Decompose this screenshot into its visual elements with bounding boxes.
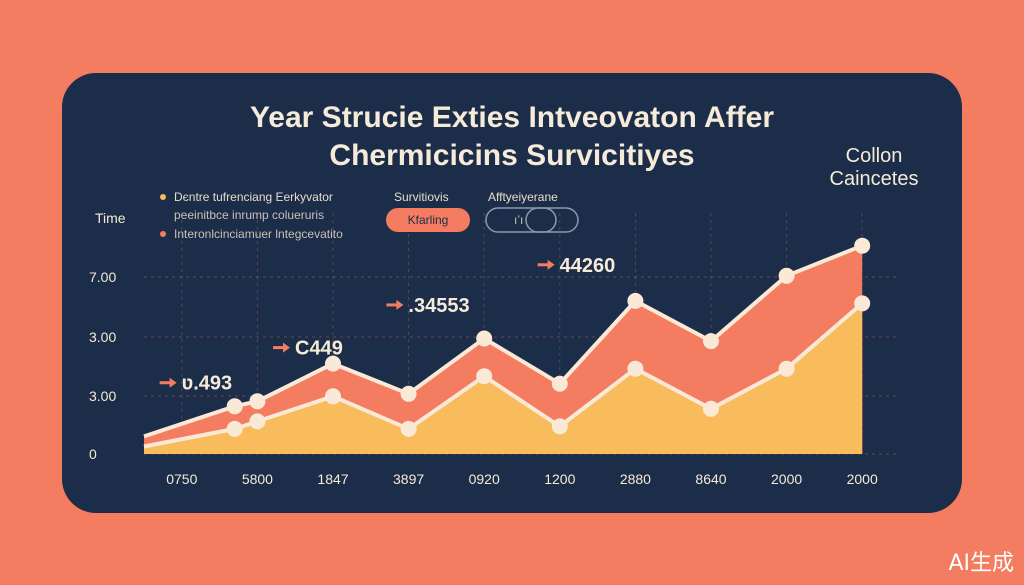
x-tick-label: 1200	[544, 471, 575, 487]
annotation: 44260	[537, 255, 616, 277]
data-point-series-1	[249, 393, 266, 410]
data-point-series-1	[703, 333, 719, 350]
annotation-arrow-head	[283, 342, 290, 353]
y-tick-label: 3.00	[89, 329, 116, 345]
x-tick-label: 2000	[771, 471, 802, 487]
annotation-arrow-head	[547, 259, 555, 270]
chart-title-line-1: Year Strucie Exties Intveovaton Affer	[250, 101, 774, 134]
annotation-label: .34553	[408, 295, 469, 317]
data-point-series-2	[778, 360, 795, 377]
x-tick-label: 1847	[317, 471, 348, 487]
data-point-series-1	[226, 398, 243, 415]
x-tick-label: 0750	[166, 471, 197, 487]
x-tick-label: 0920	[469, 471, 500, 487]
y-tick-label: 3.00	[89, 388, 116, 404]
data-point-series-1	[627, 292, 644, 309]
annotation-label: ʋ.493	[182, 373, 233, 395]
annotation-arrow-head	[169, 377, 177, 388]
series-area-2	[144, 303, 863, 454]
legend-extra-label-1: Survitiovis	[394, 190, 449, 204]
data-point-series-2	[476, 368, 493, 385]
annotation-label: C449	[295, 338, 343, 360]
corner-label-line-2: Caincetes	[830, 168, 919, 190]
annotation-arrow-head	[396, 299, 404, 310]
data-point-series-2	[325, 388, 341, 405]
data-point-series-2	[627, 360, 644, 377]
watermark: AI生成	[948, 551, 1014, 576]
data-point-series-1	[400, 385, 417, 402]
data-point-series-2	[551, 418, 568, 435]
data-point-series-1	[551, 375, 568, 392]
data-point-series-2	[400, 420, 417, 437]
data-point-series-1	[476, 330, 493, 347]
x-tick-label: 8640	[695, 471, 726, 487]
data-point-series-2	[226, 420, 243, 437]
legend-pill-outline-1	[485, 207, 557, 233]
x-tick-label: 5800	[242, 471, 273, 487]
y-axis-title: Time	[95, 210, 126, 226]
legend-pill-outline-2	[525, 207, 579, 233]
legend-sublabel-1: peeinitbce inrump colueruris	[174, 208, 324, 222]
chart-title-line-2: Chermicicins Survicitiyes	[329, 139, 694, 172]
x-tick-labels: 0750 5800 1847 3897 0920 1200 2880 8640 2000 2000	[166, 471, 878, 487]
area-chart: Year Strucie Exties Intveovaton Affer Ch…	[89, 101, 919, 487]
annotations: ʋ.493 C449 .34553 44260	[159, 255, 616, 395]
annotation: C449	[273, 338, 343, 360]
legend-swatch-1	[160, 194, 166, 200]
legend-label-1: Dєntre tufrenciang Eerkyvator	[174, 190, 333, 204]
legend-label-2: Interonlcinciamuer lntegcevatito	[174, 227, 343, 241]
data-point-series-2	[854, 295, 871, 312]
data-point-series-1	[778, 267, 795, 284]
annotation: ʋ.493	[159, 373, 233, 395]
legend-pill-label: Kfarling	[408, 213, 449, 227]
data-point-series-2	[249, 413, 266, 430]
data-point-series-1	[854, 237, 871, 254]
chart-panel: Year Strucie Exties Intveovaton Affer Ch…	[62, 73, 962, 513]
x-tick-label: 2000	[847, 471, 878, 487]
data-point-series-2	[703, 400, 719, 417]
corner-label-line-1: Collon	[846, 145, 903, 167]
y-tick-labels: 7.00 3.00 3.00 0	[89, 269, 116, 462]
legend-extra-label-2: Afftyeiyerane	[488, 190, 558, 204]
legend-pill-outline-label: ıʼı	[514, 213, 523, 227]
x-tick-label: 3897	[393, 471, 424, 487]
x-tick-label: 2880	[620, 471, 651, 487]
series-areas	[143, 237, 871, 454]
y-tick-label: 7.00	[89, 269, 116, 285]
legend-swatch-2	[160, 231, 166, 237]
annotation-label: 44260	[560, 255, 616, 277]
data-point-series-1	[325, 355, 341, 372]
y-tick-label: 0	[89, 446, 97, 462]
legend-pill-filled	[386, 208, 470, 232]
annotation: .34553	[386, 295, 470, 317]
